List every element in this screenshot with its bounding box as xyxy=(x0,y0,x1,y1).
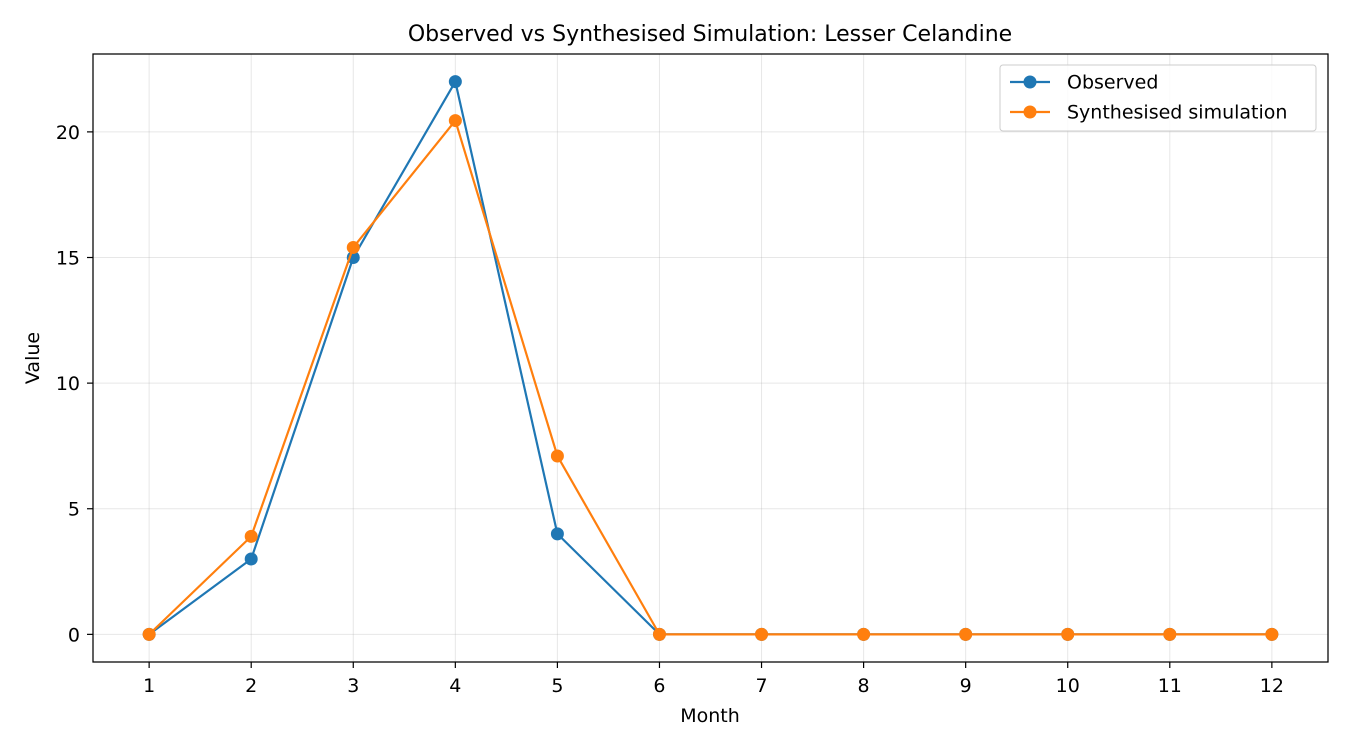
legend-box xyxy=(999,64,1317,132)
data-point-synthesised xyxy=(346,240,360,254)
data-point-synthesised xyxy=(1163,627,1177,641)
series-synthesised xyxy=(142,114,1279,641)
x-tick-label: 12 xyxy=(1260,675,1284,697)
x-tick-label: 8 xyxy=(858,675,870,697)
x-tick-label: 6 xyxy=(653,675,665,697)
series-line-synthesised xyxy=(148,119,1272,636)
legend-label-synthesised: Synthesised simulation xyxy=(1067,102,1287,124)
x-tick-label: 7 xyxy=(755,675,767,697)
data-point-synthesised xyxy=(448,114,462,128)
x-tick-label: 5 xyxy=(551,675,563,697)
x-tick-label: 2 xyxy=(245,675,257,697)
x-tick-label: 1 xyxy=(143,675,155,697)
data-point-synthesised xyxy=(142,627,156,641)
y-tick-label: 5 xyxy=(68,499,80,521)
data-point-synthesised xyxy=(1061,627,1075,641)
data-point-observed xyxy=(448,75,462,89)
y-axis-label: Value xyxy=(22,332,44,384)
data-point-synthesised xyxy=(1265,627,1279,641)
y-tick-label: 0 xyxy=(68,624,80,646)
x-axis-label: Month xyxy=(680,705,740,727)
legend-marker-synthesised xyxy=(1023,105,1037,119)
x-tick-label: 11 xyxy=(1158,675,1182,697)
y-tick-label: 20 xyxy=(56,122,80,144)
data-point-synthesised xyxy=(652,627,666,641)
legend: Observed Synthesised simulation xyxy=(999,64,1317,132)
chart-title: Observed vs Synthesised Simulation: Less… xyxy=(408,22,1012,47)
legend-label-observed: Observed xyxy=(1067,72,1158,94)
data-point-observed xyxy=(550,527,564,541)
data-point-synthesised xyxy=(244,529,258,543)
y-tick-label: 15 xyxy=(56,248,80,270)
series-layer xyxy=(142,75,1279,641)
data-point-synthesised xyxy=(857,627,871,641)
data-point-observed xyxy=(244,552,258,566)
data-point-synthesised xyxy=(755,627,769,641)
data-point-synthesised xyxy=(959,627,973,641)
legend-marker-observed xyxy=(1023,75,1037,89)
plot-frame xyxy=(92,53,1329,663)
x-tick-label: 9 xyxy=(960,675,972,697)
x-tick-label: 3 xyxy=(347,675,359,697)
y-tick-label: 10 xyxy=(56,373,80,395)
x-tick-label: 4 xyxy=(449,675,461,697)
grid-lines xyxy=(93,54,1328,662)
x-tick-label: 10 xyxy=(1056,675,1080,697)
data-point-synthesised xyxy=(550,449,564,463)
